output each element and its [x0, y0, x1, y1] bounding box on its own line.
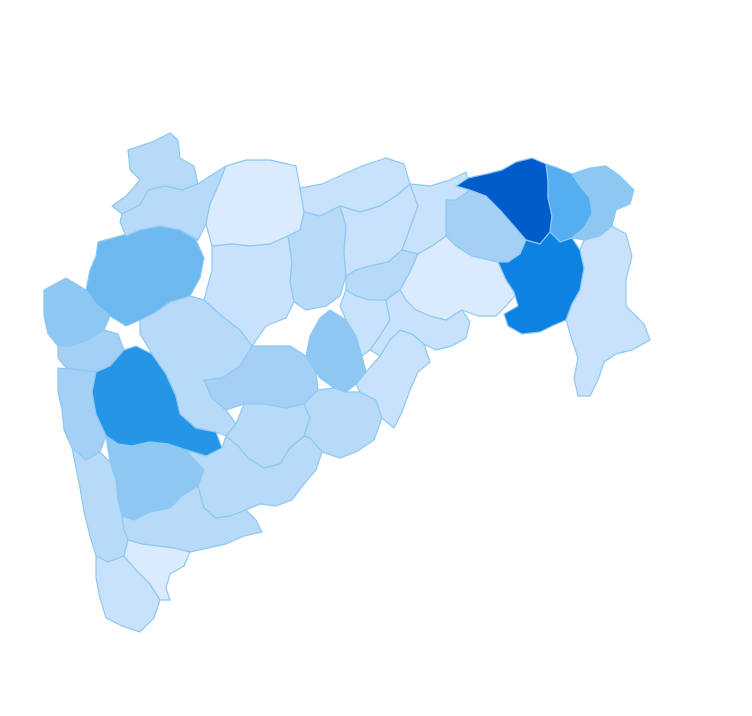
district-yavatmal[interactable] [369, 289, 471, 357]
district-gadchiroli[interactable] [565, 225, 651, 397]
district-kolhapur[interactable] [123, 539, 191, 601]
district-parbhani[interactable] [305, 309, 367, 393]
district-beed[interactable] [203, 345, 319, 411]
districts-layer [43, 132, 651, 633]
